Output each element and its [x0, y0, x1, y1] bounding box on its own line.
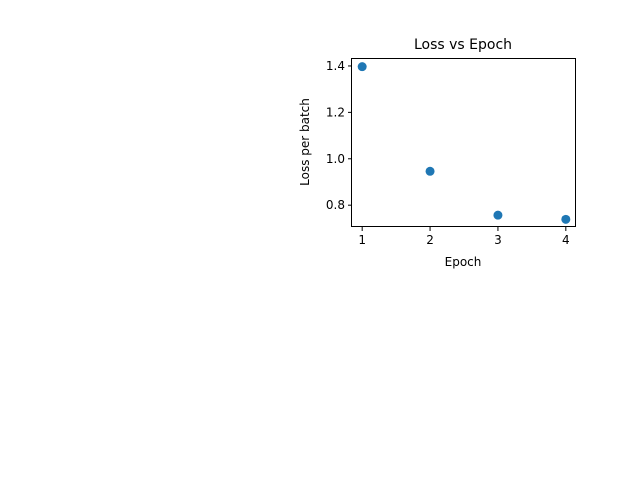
y-tick-label: 0.8	[326, 198, 345, 212]
x-tick-label: 3	[494, 233, 502, 247]
y-tick-label: 1.0	[326, 152, 345, 166]
scatter-point	[561, 214, 571, 224]
y-tick-label: 1.4	[326, 59, 345, 73]
y-axis-ticks: 0.8 1.0 1.2 1.4	[326, 59, 352, 212]
x-tick-label: 2	[426, 233, 434, 247]
scatter-point	[425, 166, 435, 176]
scatter-point	[357, 62, 367, 72]
chart-title: Loss vs Epoch	[414, 37, 512, 53]
plot-area-frame	[351, 58, 576, 227]
x-axis-ticks: 1 2 3 4	[358, 227, 570, 247]
x-axis-label: Epoch	[445, 255, 482, 269]
scatter-point	[493, 210, 503, 220]
y-tick-label: 1.2	[326, 105, 345, 119]
x-tick-label: 4	[562, 233, 570, 247]
scatter-points	[357, 62, 571, 224]
x-tick-label: 1	[358, 233, 366, 247]
y-axis-label: Loss per batch	[298, 98, 312, 186]
